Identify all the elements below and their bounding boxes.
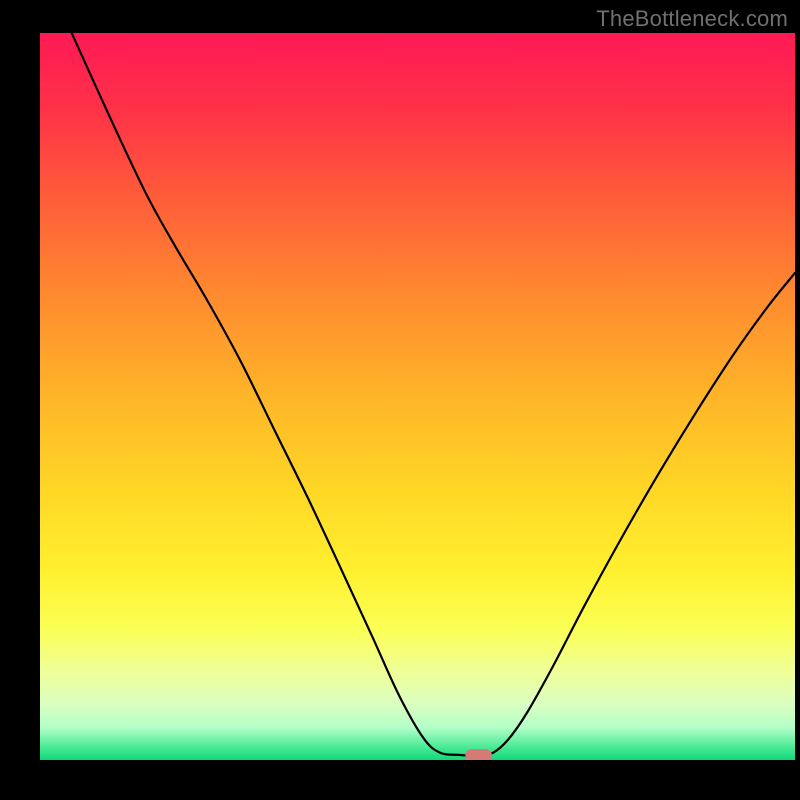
plot-area	[40, 33, 795, 760]
chart-frame: TheBottleneck.com	[0, 0, 800, 800]
gradient-background	[40, 33, 795, 760]
chart-svg	[40, 33, 795, 760]
optimum-marker	[465, 749, 491, 760]
watermark-text: TheBottleneck.com	[596, 6, 788, 32]
